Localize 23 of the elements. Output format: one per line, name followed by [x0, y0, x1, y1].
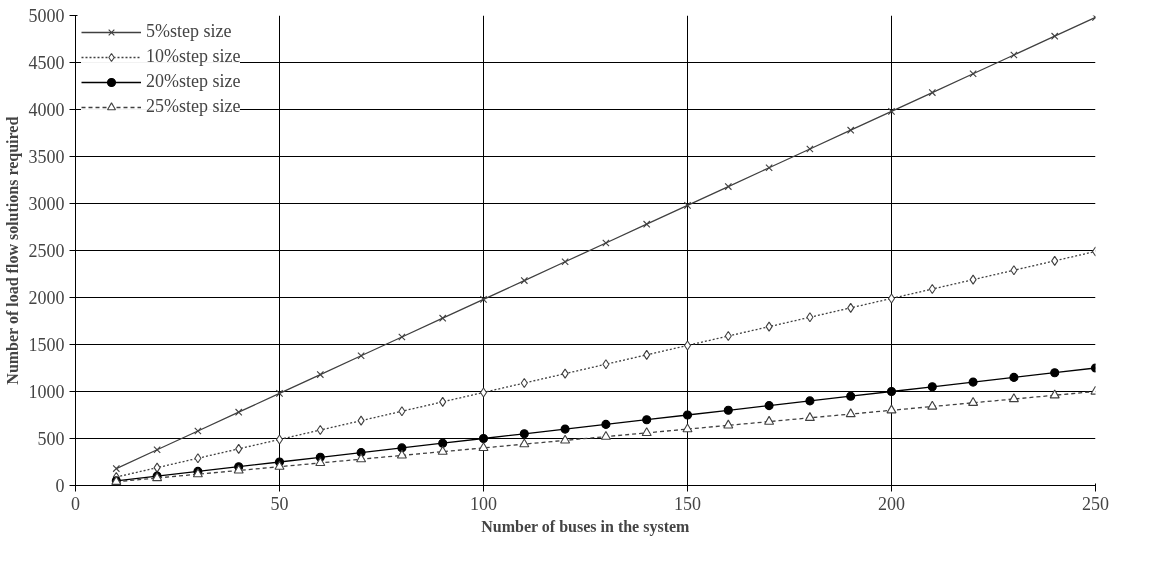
x-axis-title: Number of buses in the system — [481, 517, 691, 536]
y-tick-label: 4000 — [28, 100, 65, 120]
y-tick-label: 3000 — [28, 194, 65, 214]
legend-label: 25%step size — [146, 96, 241, 117]
y-tick-label: 3500 — [28, 147, 65, 167]
y-tick-label: 500 — [37, 429, 65, 449]
y-tick-label: 1000 — [28, 382, 65, 402]
y-tick-label: 0 — [55, 476, 65, 496]
x-tick-label: 0 — [71, 493, 80, 514]
y-axis-title: Number of load flow solutions required — [3, 116, 22, 385]
x-tick-label: 100 — [470, 493, 497, 514]
y-tick-label: 4500 — [28, 53, 65, 73]
y-tick-label: 2000 — [28, 288, 65, 308]
x-tick-label: 50 — [270, 493, 289, 514]
legend-label: 10%step size — [146, 46, 241, 67]
y-tick-label: 5000 — [28, 6, 65, 26]
x-tick-label: 250 — [1082, 493, 1109, 514]
y-tick-label: 1500 — [28, 335, 65, 355]
legend-label: 5%step size — [146, 21, 232, 42]
x-tick-label: 150 — [674, 493, 701, 514]
x-tick-label: 200 — [878, 493, 905, 514]
legend-label: 20%step size — [146, 71, 241, 92]
y-tick-label: 2500 — [28, 241, 65, 261]
